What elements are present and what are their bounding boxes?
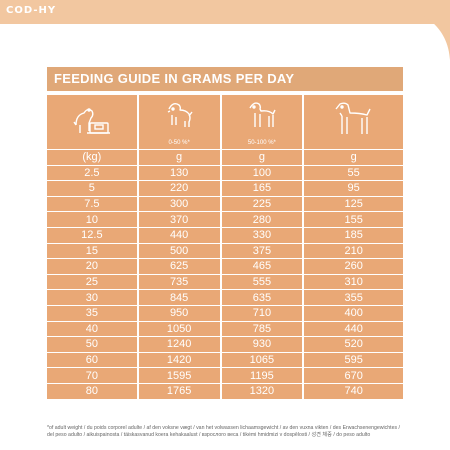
table-cell: 555 <box>221 274 303 290</box>
table-cell: 440 <box>138 227 220 243</box>
table-cell: 225 <box>221 196 303 212</box>
unit-cell: g <box>138 150 220 165</box>
scale-dog-icon <box>73 108 110 134</box>
table-row: 30 845 635 355 <box>47 290 403 305</box>
adult-dog-icon <box>335 102 371 134</box>
table-cell: 930 <box>221 337 303 352</box>
table-row: 12.5 440 330 185 <box>47 227 403 243</box>
table-row: 80 1765 1320 740 <box>47 383 403 399</box>
table-cell: 70 <box>47 368 137 383</box>
table-row: 5 220 165 95 <box>47 181 403 196</box>
table-cell: 25 <box>47 274 137 290</box>
table-cell: 520 <box>304 337 403 352</box>
feeding-table: 0-50 %* 50-100 %* (kg) <box>45 94 405 400</box>
table-row: 10 370 280 155 <box>47 212 403 227</box>
table-cell: 30 <box>47 290 137 305</box>
brand-label: COD-HY <box>6 5 57 16</box>
guide-title: FEEDING GUIDE IN GRAMS PER DAY <box>47 67 403 91</box>
table-cell: 300 <box>138 196 220 212</box>
table-row: 2.5 130 100 55 <box>47 165 403 181</box>
table-cell: 670 <box>304 368 403 383</box>
table-cell: 20 <box>47 259 137 274</box>
footnote: *of adult weight / du poids corporel adu… <box>47 425 400 438</box>
table-cell: 220 <box>138 181 220 196</box>
table-cell: 625 <box>138 259 220 274</box>
table-cell: 1765 <box>138 383 220 399</box>
unit-cell: g <box>221 150 303 165</box>
icon-row: 0-50 %* 50-100 %* <box>47 95 403 149</box>
decorative-curve <box>370 0 450 60</box>
unit-cell: g <box>304 150 403 165</box>
table-cell: 210 <box>304 243 403 259</box>
table-cell: 125 <box>304 196 403 212</box>
table-cell: 400 <box>304 305 403 321</box>
table-cell: 740 <box>304 383 403 399</box>
table-row: 50 1240 930 520 <box>47 337 403 352</box>
table-cell: 55 <box>304 165 403 181</box>
table-cell: 5 <box>47 181 137 196</box>
table-cell: 165 <box>221 181 303 196</box>
table-row: 35 950 710 400 <box>47 305 403 321</box>
table-cell: 355 <box>304 290 403 305</box>
table-cell: 15 <box>47 243 137 259</box>
young-dog-icon <box>249 102 276 127</box>
table-cell: 50 <box>47 337 137 352</box>
table-cell: 1595 <box>138 368 220 383</box>
table-row: 60 1420 1065 595 <box>47 352 403 368</box>
table-cell: 370 <box>138 212 220 227</box>
table-cell: 100 <box>221 165 303 181</box>
table-cell: 60 <box>47 352 137 368</box>
header-cell-adult <box>304 95 403 149</box>
table-cell: 95 <box>304 181 403 196</box>
puppy-icon <box>167 102 193 127</box>
table-cell: 310 <box>304 274 403 290</box>
table-cell: 155 <box>304 212 403 227</box>
table-cell: 1420 <box>138 352 220 368</box>
table-row: 70 1595 1195 670 <box>47 368 403 383</box>
table-cell: 845 <box>138 290 220 305</box>
table-cell: 635 <box>221 290 303 305</box>
table-cell: 710 <box>221 305 303 321</box>
header-cell-puppy: 0-50 %* <box>138 95 220 149</box>
table-row: 25 735 555 310 <box>47 274 403 290</box>
table-cell: 1240 <box>138 337 220 352</box>
table-cell: 2.5 <box>47 165 137 181</box>
table-cell: 40 <box>47 321 137 337</box>
table-row: 15 500 375 210 <box>47 243 403 259</box>
header-cell-young: 50-100 %* <box>221 95 303 149</box>
table-cell: 595 <box>304 352 403 368</box>
top-bar: COD-HY <box>0 0 450 24</box>
unit-cell: (kg) <box>47 150 137 165</box>
table-cell: 440 <box>304 321 403 337</box>
table-cell: 1050 <box>138 321 220 337</box>
table-cell: 35 <box>47 305 137 321</box>
table-cell: 10 <box>47 212 137 227</box>
table-row: 40 1050 785 440 <box>47 321 403 337</box>
table-cell: 1195 <box>221 368 303 383</box>
table-cell: 130 <box>138 165 220 181</box>
puppy-growth-label: 0-50 %* <box>168 140 190 146</box>
table-cell: 785 <box>221 321 303 337</box>
table-cell: 185 <box>304 227 403 243</box>
young-growth-label: 50-100 %* <box>247 140 276 146</box>
table-cell: 80 <box>47 383 137 399</box>
table-cell: 500 <box>138 243 220 259</box>
table-cell: 12.5 <box>47 227 137 243</box>
table-cell: 950 <box>138 305 220 321</box>
feeding-guide: FEEDING GUIDE IN GRAMS PER DAY <box>47 67 403 400</box>
table-cell: 375 <box>221 243 303 259</box>
table-row: 20 625 465 260 <box>47 259 403 274</box>
table-row: 7.5 300 225 125 <box>47 196 403 212</box>
table-cell: 1320 <box>221 383 303 399</box>
table-cell: 735 <box>138 274 220 290</box>
units-row: (kg) g g g <box>47 150 403 165</box>
table-cell: 260 <box>304 259 403 274</box>
table-cell: 465 <box>221 259 303 274</box>
table-cell: 330 <box>221 227 303 243</box>
table-cell: 1065 <box>221 352 303 368</box>
header-cell-weight <box>47 95 137 149</box>
table-cell: 280 <box>221 212 303 227</box>
table-cell: 7.5 <box>47 196 137 212</box>
